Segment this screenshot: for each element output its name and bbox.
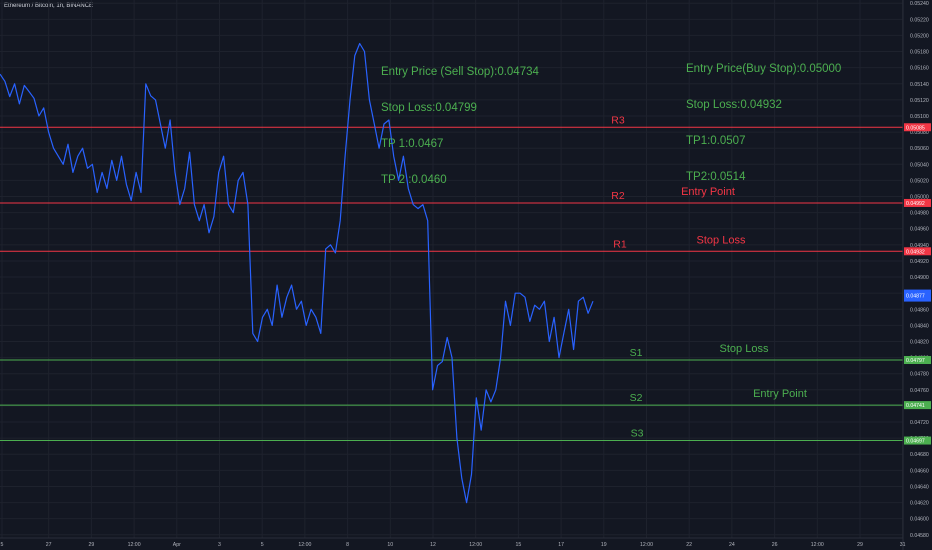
level-note-r1: Stop Loss — [697, 234, 746, 246]
y-tick-label: 0.04840 — [910, 323, 929, 329]
buy-entry-text: Entry Price(Buy Stop):0.05000 — [686, 63, 842, 75]
level-price-badge — [904, 401, 931, 410]
x-tick-label: 8 — [346, 542, 349, 548]
level-note-s2: Entry Point — [753, 388, 807, 400]
price-series — [0, 42, 594, 504]
buy-annotation: Entry Price(Buy Stop):0.05000 Stop Loss:… — [686, 39, 841, 195]
y-tick-label: 0.05120 — [910, 98, 929, 104]
level-note-s1: Stop Loss — [720, 343, 769, 355]
sell-stop-loss-text: Stop Loss:0.04799 — [381, 102, 477, 114]
y-tick-label: 0.04940 — [910, 243, 929, 249]
x-tick-label: 12:00 — [469, 542, 482, 548]
level-price-badge-text: 0.05085 — [906, 125, 925, 131]
level-price-badge-text: 0.04697 — [906, 439, 925, 445]
x-tick-label: 29 — [857, 542, 863, 548]
x-tick-label: 10 — [387, 542, 393, 548]
sell-tp1-text: TP 1:0.0467 — [381, 138, 444, 150]
level-name-s1: S1 — [630, 347, 643, 359]
y-tick-label: 0.04980 — [910, 211, 929, 217]
x-tick-label: 27 — [46, 542, 52, 548]
y-tick-label: 0.05220 — [910, 17, 929, 23]
y-tick-label: 0.04820 — [910, 339, 929, 345]
y-tick-label: 0.04720 — [910, 420, 929, 426]
sell-entry-text: Entry Price (Sell Stop):0.04734 — [381, 66, 539, 78]
x-tick-label: 19 — [601, 542, 607, 548]
y-tick-label: 0.04680 — [910, 452, 929, 458]
x-tick-label: 12:00 — [128, 542, 141, 548]
sell-tp2-text: TP 2 :0.0460 — [381, 174, 447, 186]
time-axis: 5 27 29 12:00 Apr 3 5 12:00 8 10 12 12:00 15 17 19 12:0… — [0, 537, 906, 548]
level-price-badge — [904, 436, 931, 445]
x-tick-label: 17 — [558, 542, 564, 548]
y-tick-label: 0.04960 — [910, 227, 929, 233]
current-price-text: 0.04877 — [906, 294, 925, 300]
sell-annotation: Entry Price (Sell Stop):0.04734 Stop Los… — [381, 42, 539, 198]
level-price-badge — [904, 198, 931, 207]
y-tick-label: 0.05020 — [910, 178, 929, 184]
y-tick-label: 0.05100 — [910, 114, 929, 120]
level-price-badge — [904, 356, 931, 365]
level-note-r2: Entry Point — [681, 186, 735, 198]
y-tick-label: 0.05240 — [910, 1, 929, 7]
x-tick-label: 12:00 — [811, 542, 824, 548]
x-tick-label: 31 — [900, 542, 906, 548]
y-tick-label: 0.04640 — [910, 484, 929, 490]
y-tick-label: 0.05200 — [910, 33, 929, 39]
x-tick-label: 3 — [218, 542, 221, 548]
x-tick-label: 24 — [729, 542, 735, 548]
y-tick-label: 0.05080 — [910, 130, 929, 136]
y-tick-label: 0.04660 — [910, 468, 929, 474]
level-price-badge-text: 0.04992 — [906, 201, 925, 207]
y-tick-label: 0.05000 — [910, 195, 929, 201]
y-tick-label: 0.04580 — [910, 533, 929, 539]
y-tick-label: 0.04780 — [910, 372, 929, 378]
support-resistance-levels: R3 R2 Entry Point R1 Stop Loss S1 Stop Loss S2 E… — [0, 114, 903, 442]
y-tick-label: 0.04920 — [910, 259, 929, 265]
price-line — [0, 42, 594, 504]
level-name-s3: S3 — [631, 428, 644, 440]
level-price-badge-text: 0.04932 — [906, 249, 925, 255]
y-tick-label: 0.05040 — [910, 162, 929, 168]
x-tick-label: 5 — [261, 542, 264, 548]
level-name-r3: R3 — [611, 114, 625, 126]
buy-tp1-text: TP1:0.0507 — [686, 135, 746, 147]
buy-stop-loss-text: Stop Loss:0.04932 — [686, 99, 782, 111]
level-name-s2: S2 — [630, 392, 643, 404]
level-name-r1: R1 — [613, 238, 627, 250]
y-tick-label: 0.05180 — [910, 50, 929, 56]
y-tick-label: 0.04860 — [910, 307, 929, 313]
x-tick-label: Apr — [173, 542, 181, 548]
y-tick-label: 0.04900 — [910, 275, 929, 281]
x-tick-label: 12:00 — [640, 542, 653, 548]
level-price-badge — [904, 123, 931, 132]
x-tick-label: 29 — [89, 542, 95, 548]
y-tick-label: 0.04620 — [910, 501, 929, 507]
x-tick-label: 26 — [772, 542, 778, 548]
y-tick-label: 0.04600 — [910, 517, 929, 523]
x-tick-label: 12 — [430, 542, 436, 548]
level-price-badge — [904, 247, 931, 256]
x-tick-label: 22 — [686, 542, 692, 548]
x-tick-label: 12:00 — [298, 542, 311, 548]
x-tick-label: 5 — [1, 542, 4, 548]
y-tick-label: 0.04760 — [910, 388, 929, 394]
current-price-badge — [904, 289, 931, 302]
x-tick-label: 15 — [516, 542, 522, 548]
y-tick-label: 0.05060 — [910, 146, 929, 152]
level-price-badge-text: 0.04741 — [906, 403, 925, 409]
level-price-badge-text: 0.04797 — [906, 358, 925, 364]
y-tick-label: 0.05140 — [910, 82, 929, 88]
y-tick-label: 0.05160 — [910, 66, 929, 72]
price-axis: 0.05240 0.05220 0.05200 0.05180 0.05160 0.051… — [902, 0, 931, 550]
level-name-r2: R2 — [611, 190, 625, 202]
buy-tp2-text: TP2:0.0514 — [686, 171, 746, 183]
